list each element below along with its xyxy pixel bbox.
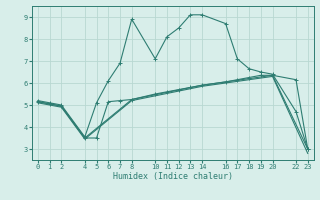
X-axis label: Humidex (Indice chaleur): Humidex (Indice chaleur) [113, 172, 233, 181]
